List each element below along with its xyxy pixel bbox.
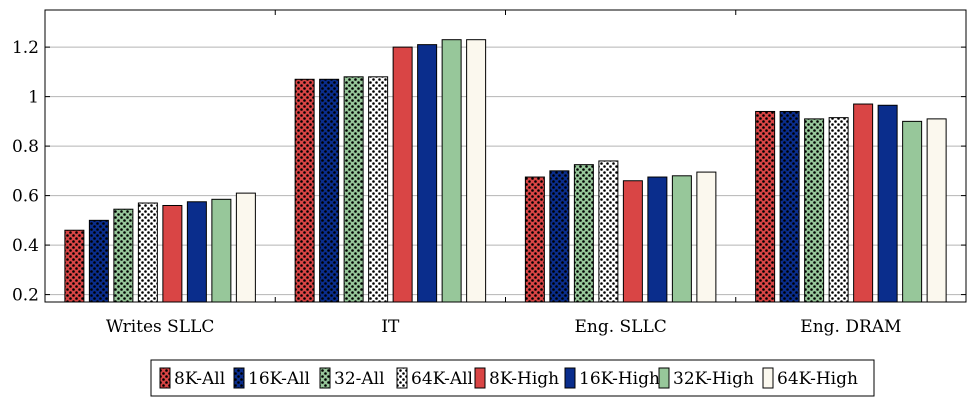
bar-16k-high-0 bbox=[186, 201, 207, 303]
bar-64k-high-3 bbox=[926, 118, 947, 303]
bar-32-all-3 bbox=[804, 118, 825, 303]
axis-ticks: 0.2 0.4 0.6 0.8 1 1.2 Writes SLLC IT Eng. SLLC En… bbox=[12, 10, 966, 337]
y-tick-label: 0.2 bbox=[12, 286, 39, 306]
legend-swatch bbox=[564, 367, 576, 389]
legend-swatch bbox=[396, 367, 408, 389]
legend-label: 16K-All bbox=[248, 369, 310, 389]
y-tick-label: 0.6 bbox=[12, 187, 39, 207]
legend-swatch bbox=[658, 367, 670, 389]
legend: 8K-All 16K-All 32-All 64K-All 8K-High 16K-Hig… bbox=[150, 359, 875, 397]
bar-16k-all-2 bbox=[549, 170, 570, 303]
bar-8k-high-0 bbox=[162, 204, 183, 303]
bar-64k-high-2 bbox=[696, 171, 717, 303]
bar-32k-high-1 bbox=[441, 39, 462, 303]
x-category-label: Eng. SLLC bbox=[574, 317, 666, 337]
bar-16k-high-2 bbox=[647, 176, 668, 303]
legend-label: 32K-High bbox=[673, 369, 754, 389]
legend-swatch bbox=[319, 367, 331, 389]
bar-64k-all-3 bbox=[828, 117, 849, 303]
x-category-label: Eng. DRAM bbox=[800, 317, 901, 337]
bar-8k-all-2 bbox=[524, 176, 545, 303]
x-category-label: IT bbox=[381, 317, 400, 337]
legend-swatch bbox=[233, 367, 245, 389]
bar-8k-high-3 bbox=[853, 103, 874, 303]
legend-swatch bbox=[762, 367, 774, 389]
bar-16k-high-3 bbox=[877, 104, 898, 303]
legend-swatch bbox=[159, 367, 171, 389]
legend-swatch bbox=[474, 367, 486, 389]
bar-32-all-0 bbox=[113, 208, 134, 303]
legend-label: 8K-High bbox=[489, 369, 559, 389]
bar-64k-high-1 bbox=[466, 39, 487, 303]
bar-8k-all-3 bbox=[755, 110, 776, 303]
bars bbox=[64, 39, 947, 303]
y-tick-label: 0.4 bbox=[12, 236, 39, 256]
bar-8k-all-0 bbox=[64, 229, 85, 303]
bar-32k-high-3 bbox=[902, 120, 923, 303]
legend-label: 8K-All bbox=[174, 369, 225, 389]
bar-8k-high-1 bbox=[392, 46, 413, 303]
bar-32-all-2 bbox=[573, 164, 594, 303]
bar-64k-high-0 bbox=[235, 192, 256, 303]
bar-64k-all-0 bbox=[137, 202, 158, 303]
y-tick-label: 1.2 bbox=[12, 38, 39, 58]
bar-32-all-1 bbox=[343, 76, 364, 303]
bar-8k-all-1 bbox=[294, 78, 315, 303]
bar-64k-all-2 bbox=[598, 160, 619, 303]
plot-frame bbox=[44, 9, 967, 303]
legend-label: 16K-High bbox=[579, 369, 660, 389]
legend-box bbox=[150, 359, 875, 397]
bar-32k-high-0 bbox=[211, 198, 232, 303]
bar-8k-high-2 bbox=[622, 180, 643, 303]
bar-16k-all-0 bbox=[88, 219, 109, 303]
bar-16k-all-1 bbox=[319, 78, 340, 303]
bar-32k-high-2 bbox=[671, 175, 692, 303]
bar-64k-all-1 bbox=[368, 76, 389, 303]
y-tick-label: 1 bbox=[28, 88, 39, 108]
x-category-label: Writes SLLC bbox=[106, 317, 215, 337]
gridlines bbox=[45, 46, 966, 296]
legend-label: 32-All bbox=[334, 369, 385, 389]
bar-16k-all-3 bbox=[779, 110, 800, 303]
bar-16k-high-1 bbox=[417, 44, 438, 303]
y-tick-label: 0.8 bbox=[12, 137, 39, 157]
legend-label: 64K-High bbox=[777, 369, 858, 389]
legend-label: 64K-All bbox=[411, 369, 473, 389]
